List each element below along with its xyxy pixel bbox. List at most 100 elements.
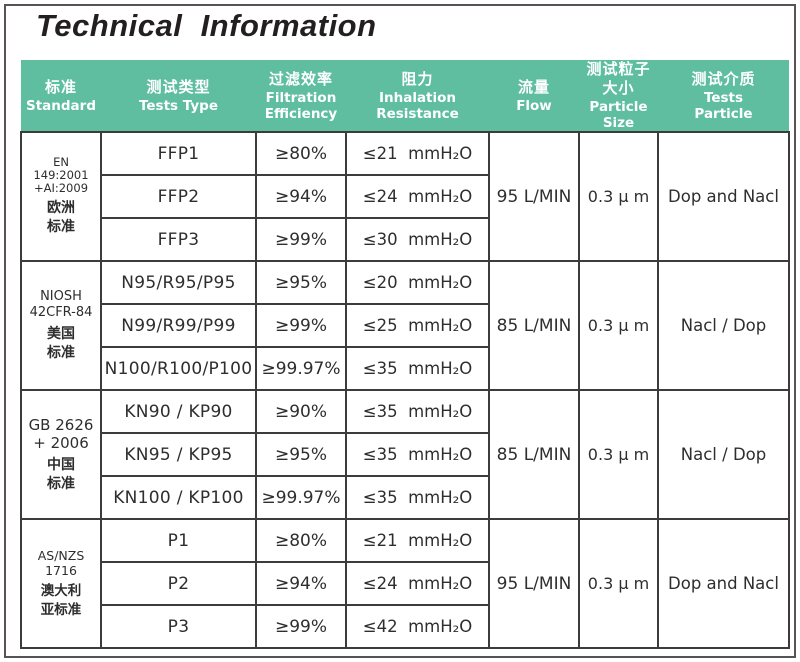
table-row: EN 149:2001 +AI:2009 欧洲 标准 FFP1 ≥80% ≤21…: [20, 131, 790, 262]
standard-cell-en149: EN 149:2001 +AI:2009 欧洲 标准: [20, 131, 102, 262]
standard-cell-asnzs: AS/NZS 1716 澳大利 亚标准: [20, 518, 102, 649]
header-inhalation-resistance-cn: 阻力: [401, 69, 434, 88]
standard-name-cn: 标准: [47, 219, 75, 235]
header-standard-en: Standard: [26, 97, 96, 114]
inhalation-resistance-cell: ≤24 mmH₂O: [345, 561, 490, 606]
header-inhalation-resistance-en: Inhalation Resistance: [376, 89, 459, 122]
standard-name-cn: 标准: [47, 344, 75, 361]
standard-name: +AI:2009: [33, 181, 89, 195]
tests-type-cell: P2: [100, 561, 257, 606]
table-row: N100/R100/P100 ≥99.97% ≤35 mmH₂O: [21, 346, 789, 391]
column-header-flow: 流量 Flow: [489, 60, 579, 132]
tests-type-cell: KN90 / KP90: [100, 389, 257, 434]
tests-type-cell: KN100 / KP100: [100, 475, 257, 520]
standard-name-cn: 澳大利: [40, 582, 82, 599]
tests-type-cell: FFP1: [100, 131, 257, 176]
standard-name: 42CFR-84: [29, 304, 93, 320]
flow-cell: 85 L/MIN: [488, 389, 580, 520]
filtration-efficiency-cell: ≥94%: [255, 174, 347, 219]
column-header-tests-type: 测试类型 Tests Type: [101, 60, 256, 132]
standard-name: EN 149:2001: [33, 155, 89, 182]
standard-cell-gb2626: GB 2626 + 2006 中国 标准: [20, 389, 102, 520]
filtration-efficiency-cell: ≥99%: [255, 303, 347, 348]
column-header-particle-size: 测试粒子大小 Particle Size: [579, 60, 658, 132]
tests-type-cell: N100/R100/P100: [100, 346, 257, 391]
tests-type-cell: FFP2: [100, 174, 257, 219]
tests-type-cell: FFP3: [100, 217, 257, 262]
standard-name: GB 2626: [28, 415, 94, 434]
header-particle-size-en: Particle Size: [589, 99, 648, 131]
test-particle-cell: Dop and Nacl: [657, 518, 790, 649]
standard-name-cn: 中国: [47, 456, 75, 473]
filtration-efficiency-cell: ≥99.97%: [255, 475, 347, 520]
test-particle-cell: Nacl / Dop: [657, 260, 790, 391]
table-row: N99/R99/P99 ≥99% ≤25 mmH₂O: [21, 303, 789, 348]
standard-name-cn: 标准: [47, 475, 75, 492]
inhalation-resistance-cell: ≤25 mmH₂O: [345, 303, 490, 348]
flow-cell: 95 L/MIN: [488, 518, 580, 649]
test-particle-cell: Nacl / Dop: [657, 389, 790, 520]
inhalation-resistance-cell: ≤35 mmH₂O: [345, 389, 490, 434]
test-particle-cell: Dop and Nacl: [657, 131, 790, 262]
column-header-tests-particle: 测试介质 Tests Particle: [658, 60, 789, 132]
header-tests-type-cn: 测试类型: [146, 77, 211, 96]
table-row: FFP3 ≥99% ≤30 mmH₂O: [21, 217, 789, 262]
inhalation-resistance-cell: ≤35 mmH₂O: [345, 346, 490, 391]
inhalation-resistance-cell: ≤35 mmH₂O: [345, 475, 490, 520]
particle-size-cell: 0.3 μ m: [578, 389, 659, 520]
inhalation-resistance-cell: ≤42 mmH₂O: [345, 604, 490, 649]
header-standard-cn: 标准: [44, 77, 77, 96]
filtration-efficiency-cell: ≥99%: [255, 604, 347, 649]
inhalation-resistance-cell: ≤35 mmH₂O: [345, 432, 490, 477]
flow-cell: 85 L/MIN: [488, 260, 580, 391]
header-tests-particle-en: Tests Particle: [694, 89, 753, 122]
inhalation-resistance-cell: ≤24 mmH₂O: [345, 174, 490, 219]
standard-name: + 2006: [33, 433, 89, 452]
column-header-inhalation-resistance: 阻力 Inhalation Resistance: [346, 60, 489, 132]
header-flow-cn: 流量: [517, 77, 550, 96]
header-tests-type-en: Tests Type: [138, 97, 219, 114]
particle-size-cell: 0.3 μ m: [578, 131, 659, 262]
table-row: KN100 / KP100 ≥99.97% ≤35 mmH₂O: [21, 475, 789, 520]
tests-type-cell: KN95 / KP95: [100, 432, 257, 477]
header-tests-particle-cn: 测试介质: [691, 69, 756, 88]
standard-cell-niosh: NIOSH 42CFR-84 美国 标准: [20, 260, 102, 391]
inhalation-resistance-cell: ≤20 mmH₂O: [345, 260, 490, 305]
table-row: FFP2 ≥94% ≤24 mmH₂O: [21, 174, 789, 219]
table-row: P3 ≥99% ≤42 mmH₂O: [21, 604, 789, 649]
standard-name: NIOSH: [40, 288, 82, 304]
column-header-filtration-efficiency: 过滤效率 Filtration Efficiency: [256, 60, 346, 132]
filtration-efficiency-cell: ≥99.97%: [255, 346, 347, 391]
header-flow-en: Flow: [516, 97, 552, 114]
inhalation-resistance-cell: ≤21 mmH₂O: [345, 518, 490, 563]
filtration-efficiency-cell: ≥80%: [255, 131, 347, 176]
table-row: KN95 / KP95 ≥95% ≤35 mmH₂O: [21, 432, 789, 477]
table-row: P2 ≥94% ≤24 mmH₂O: [21, 561, 789, 606]
table-row: AS/NZS 1716 澳大利 亚标准 P1 ≥80% ≤21 mmH₂O 95…: [20, 518, 790, 649]
column-header-standard: 标准 Standard: [21, 60, 101, 132]
tests-type-cell: N99/R99/P99: [100, 303, 257, 348]
table-row: NIOSH 42CFR-84 美国 标准 N95/R95/P95 ≥95% ≤2…: [20, 260, 790, 391]
filtration-efficiency-cell: ≥90%: [255, 389, 347, 434]
standard-name-cn: 美国: [47, 325, 75, 342]
filtration-efficiency-cell: ≥94%: [255, 561, 347, 606]
standard-name-cn: 亚标准: [40, 601, 82, 618]
inhalation-resistance-cell: ≤21 mmH₂O: [345, 131, 490, 176]
filtration-efficiency-cell: ≥95%: [255, 432, 347, 477]
header-filtration-efficiency-en: Filtration Efficiency: [264, 89, 338, 122]
standard-name-cn: 欧洲: [47, 200, 75, 216]
standard-name: AS/NZS: [37, 547, 85, 563]
particle-size-cell: 0.3 μ m: [578, 518, 659, 649]
header-filtration-efficiency-cn: 过滤效率: [268, 69, 333, 88]
standard-name: 1716: [45, 562, 77, 578]
tests-type-cell: P3: [100, 604, 257, 649]
particle-size-cell: 0.3 μ m: [578, 260, 659, 391]
header-particle-size-cn: 测试粒子大小: [586, 60, 651, 97]
spec-table: 标准 Standard 测试类型 Tests Type 过滤效率 Filtrat…: [20, 60, 790, 649]
flow-cell: 95 L/MIN: [488, 131, 580, 262]
filtration-efficiency-cell: ≥80%: [255, 518, 347, 563]
tests-type-cell: P1: [100, 518, 257, 563]
filtration-efficiency-cell: ≥95%: [255, 260, 347, 305]
table-row: GB 2626 + 2006 中国 标准 KN90 / KP90 ≥90% ≤3…: [20, 389, 790, 520]
